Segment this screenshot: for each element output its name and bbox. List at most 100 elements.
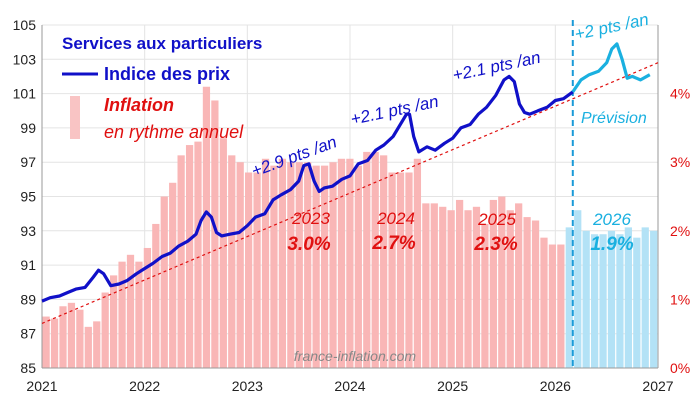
legend-inflation-sublabel: en rythme annuel bbox=[104, 122, 244, 142]
inflation-bar bbox=[405, 172, 413, 368]
inflation-bar bbox=[472, 206, 481, 368]
inflation-bar bbox=[194, 141, 202, 368]
rate-label-2026: 1.9% bbox=[590, 234, 633, 255]
year-label-2024: 2024 bbox=[376, 209, 415, 228]
inflation-bar bbox=[320, 165, 329, 368]
inflation-bar bbox=[160, 196, 168, 368]
inflation-bar bbox=[295, 162, 303, 368]
y-left-tick-label: 97 bbox=[20, 154, 36, 170]
y-right-tick-label: 4% bbox=[670, 86, 690, 102]
inflation-bar bbox=[506, 210, 514, 368]
inflation-bar bbox=[152, 223, 160, 368]
rate-label-2024: 2.7% bbox=[371, 233, 415, 254]
rate-label-2023: 3.0% bbox=[287, 234, 330, 255]
price-index-forecast-line bbox=[571, 42, 651, 93]
inflation-bar bbox=[498, 196, 506, 368]
y-left-tick-label: 99 bbox=[20, 120, 36, 136]
inflation-bar bbox=[422, 203, 430, 368]
y-left-tick-label: 101 bbox=[13, 86, 37, 102]
tick-labels: 85 87 89 91 93 95 97 99 101 103 105 2021 2022 2023 202… bbox=[13, 17, 691, 394]
inflation-bar bbox=[278, 158, 287, 368]
inflation-bar bbox=[93, 321, 101, 368]
inflation-bar bbox=[50, 318, 59, 368]
inflation-bar bbox=[489, 199, 497, 368]
inflation-bar-forecast bbox=[599, 234, 607, 368]
inflation-bar bbox=[211, 100, 219, 369]
price-index-lines bbox=[41, 42, 651, 303]
inflation-bar bbox=[219, 138, 227, 368]
inflation-bar bbox=[202, 86, 211, 369]
inflation-bar bbox=[329, 162, 337, 368]
legend: Services aux particuliers Indice des pri… bbox=[62, 34, 262, 142]
inflation-bar-forecast bbox=[616, 234, 624, 368]
inflation-bar bbox=[287, 162, 295, 368]
trend-label-2024: +2.1 pts /an bbox=[349, 92, 440, 129]
inflation-bar bbox=[84, 326, 92, 368]
inflation-bar bbox=[430, 203, 438, 368]
inflation-bar bbox=[169, 182, 177, 368]
x-tick-label: 2022 bbox=[129, 378, 160, 394]
inflation-bar bbox=[413, 158, 422, 368]
inflation-bar bbox=[253, 172, 261, 368]
x-tick-label: 2024 bbox=[334, 378, 365, 394]
inflation-bar bbox=[59, 306, 67, 368]
inflation-bar bbox=[515, 203, 523, 368]
legend-inflation-swatch bbox=[70, 96, 80, 139]
inflation-bar bbox=[557, 244, 565, 368]
inflation-bar bbox=[363, 151, 371, 368]
y-left-tick-label: 95 bbox=[20, 189, 36, 205]
y-left-tick-label: 103 bbox=[13, 51, 37, 67]
inflation-bars bbox=[42, 86, 658, 369]
inflation-bar bbox=[388, 172, 396, 368]
inflation-bar-forecast bbox=[641, 227, 649, 368]
inflation-bar bbox=[135, 261, 143, 368]
y-left-tick-label: 93 bbox=[20, 223, 36, 239]
inflation-bar-forecast bbox=[582, 230, 590, 368]
inflation-bar bbox=[337, 158, 346, 368]
trend-label-2025: +2.1 pts /an bbox=[451, 48, 542, 85]
inflation-bar bbox=[439, 206, 447, 368]
inflation-bar-forecast bbox=[565, 227, 573, 368]
inflation-bar bbox=[531, 220, 540, 368]
inflation-bar bbox=[548, 244, 557, 368]
inflation-bar-forecast bbox=[633, 237, 641, 368]
rate-label-2025: 2.3% bbox=[473, 234, 517, 255]
inflation-bar bbox=[447, 210, 455, 368]
inflation-bar bbox=[455, 199, 464, 368]
legend-price-label: Indice des prix bbox=[104, 64, 230, 84]
inflation-bar bbox=[346, 158, 354, 368]
inflation-bar bbox=[481, 223, 489, 368]
legend-title: Services aux particuliers bbox=[62, 34, 262, 53]
y-right-tick-label: 2% bbox=[670, 223, 690, 239]
inflation-bar-forecast bbox=[650, 230, 658, 368]
inflation-bar-forecast bbox=[624, 227, 632, 368]
inflation-bar bbox=[396, 172, 405, 368]
inflation-bar bbox=[110, 275, 118, 368]
trend-label-2026: +2 pts /an bbox=[573, 10, 650, 44]
y-left-tick-label: 85 bbox=[20, 360, 36, 376]
inflation-bar bbox=[354, 165, 362, 368]
forecast-label: Prévision bbox=[581, 110, 647, 127]
watermark: france-inflation.com bbox=[294, 348, 417, 364]
x-tick-label: 2025 bbox=[437, 378, 468, 394]
inflation-bar bbox=[261, 158, 270, 368]
inflation-bar bbox=[304, 162, 312, 368]
inflation-bar bbox=[76, 309, 84, 368]
inflation-bar bbox=[177, 155, 185, 368]
inflation-bar bbox=[464, 210, 472, 368]
x-tick-label: 2026 bbox=[540, 378, 571, 394]
inflation-bar bbox=[42, 316, 50, 368]
year-label-2023: 2023 bbox=[291, 209, 330, 228]
year-label-2025: 2025 bbox=[477, 210, 516, 229]
inflation-bar bbox=[523, 217, 531, 368]
x-tick-label: 2023 bbox=[232, 378, 263, 394]
price-index-line bbox=[41, 74, 574, 303]
inflation-bar-forecast bbox=[590, 234, 599, 368]
inflation-bar-forecast bbox=[574, 210, 582, 368]
inflation-bar-forecast bbox=[607, 230, 616, 368]
inflation-bar bbox=[236, 162, 244, 368]
inflation-bar bbox=[371, 151, 379, 368]
inflation-bar bbox=[118, 261, 126, 368]
y-left-tick-label: 89 bbox=[20, 291, 36, 307]
